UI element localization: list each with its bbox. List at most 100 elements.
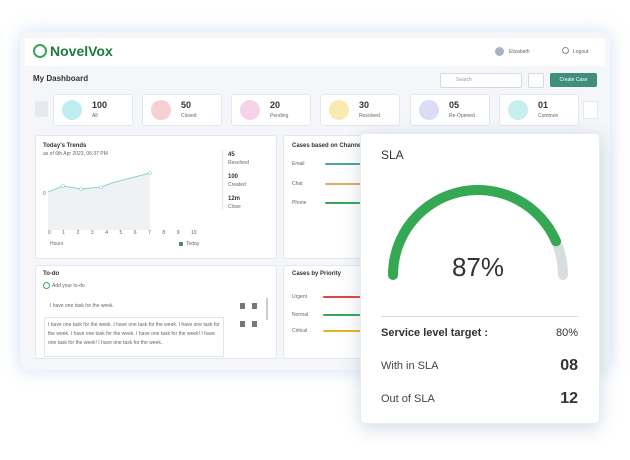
summary-value: 45 [228, 152, 235, 158]
summary-value: 100 [228, 174, 239, 180]
stat-label: Re-Opened [449, 113, 475, 119]
stat-label: Resolved [359, 113, 380, 119]
edit-icon[interactable] [252, 303, 257, 309]
stat-icon [419, 100, 439, 120]
create-button-label: Create Case [559, 77, 588, 83]
prev-button[interactable] [35, 101, 48, 117]
stat-icon [508, 100, 528, 120]
legend-label: Today [186, 241, 200, 247]
x-tick-label: 3 [90, 230, 94, 236]
x-tick-label: 10 [191, 230, 197, 236]
row-label: Phone [292, 200, 307, 206]
delete-icon[interactable] [240, 303, 245, 309]
x-tick-label: 9 [176, 230, 180, 236]
sla-row-label: Service level target : [381, 327, 489, 339]
card-subtitle: as of 6th Apr 2023, 06:37 PM [43, 151, 108, 157]
summary-value: 12m [228, 196, 241, 202]
row-label: Critical [292, 328, 308, 334]
x-tick-label: 5 [119, 230, 123, 236]
stat-icon [151, 100, 171, 120]
channel-bar [325, 163, 365, 165]
delete-icon[interactable] [240, 321, 245, 327]
todo-item: I have one task for the week. I have one… [44, 317, 224, 357]
stat-card[interactable]: 05 Re-Opened [410, 94, 490, 126]
next-button[interactable] [583, 101, 598, 119]
summary-label: Created [228, 182, 246, 188]
priority-bar [323, 330, 363, 332]
stat-label: All [92, 113, 98, 119]
stat-label: Common [538, 113, 559, 119]
create-button[interactable] [550, 73, 597, 87]
avatar [495, 47, 504, 56]
trend-point [61, 184, 65, 188]
gauge-label: 87% [451, 252, 505, 282]
filter-button[interactable] [528, 73, 544, 88]
card-title: Today's Trends [43, 143, 87, 149]
stat-value: 05 [449, 100, 460, 110]
sla-row-label: With in SLA [381, 360, 439, 372]
row-label: Normal [292, 312, 309, 318]
sla-row-value: 08 [560, 357, 578, 374]
x-tick-label: 1 [62, 230, 66, 236]
stat-card[interactable]: 50 Closed [142, 94, 222, 126]
add-todo[interactable]: Add your to-do [52, 283, 85, 289]
trend-point [99, 185, 103, 189]
priority-bar [323, 296, 363, 298]
legend-swatch [179, 242, 183, 246]
stat-card[interactable]: 20 Pending [231, 94, 311, 126]
logout-icon [562, 47, 569, 54]
sla-row-label: Out of SLA [381, 393, 435, 405]
search-placeholder: Search [456, 77, 472, 83]
stat-icon [62, 100, 82, 120]
stat-icon [240, 100, 260, 120]
x-axis-label: Hours [50, 241, 64, 247]
stat-value: 01 [538, 100, 549, 110]
search-box[interactable] [440, 73, 522, 88]
stat-value: 30 [359, 100, 370, 110]
gauge-arc [388, 185, 562, 280]
scrollbar [266, 298, 268, 320]
divider [222, 150, 223, 210]
x-tick-label: 2 [76, 230, 80, 236]
trend-point [148, 171, 152, 175]
stat-label: Closed [181, 113, 197, 119]
stat-card[interactable]: 30 Resolved [320, 94, 400, 126]
stat-icon [329, 100, 349, 120]
stat-card[interactable]: 01 Common [499, 94, 579, 126]
page-title: My Dashboard [33, 74, 89, 83]
user-name[interactable]: Elizabeth [509, 49, 530, 55]
summary-label: Close [228, 204, 241, 210]
card-title: To-do [43, 271, 60, 277]
row-label: Email [292, 161, 305, 167]
stat-label: Pending [270, 113, 289, 119]
x-tick-label: 0 [48, 230, 51, 236]
gauge [388, 185, 568, 280]
card-title: Cases by Priority [292, 271, 342, 277]
header-bar [25, 38, 605, 66]
separator [381, 316, 578, 317]
x-tick-label: 8 [162, 230, 166, 236]
stat-card[interactable]: 100 All [53, 94, 133, 126]
stat-value: 100 [92, 100, 108, 110]
stat-value: 50 [181, 100, 192, 110]
logo-icon [33, 44, 47, 58]
card-title: Cases based on Channels [292, 143, 367, 149]
todo-card [35, 265, 277, 359]
sla-row-value: 80% [555, 327, 578, 339]
channel-bar [325, 202, 365, 204]
todo-item: I have one task for the week. [50, 303, 114, 309]
x-tick-label: 4 [105, 230, 108, 236]
channel-bar [325, 183, 365, 185]
logout[interactable]: Logout [573, 49, 589, 55]
trend-point [79, 187, 83, 191]
sla-title: SLA [381, 148, 404, 162]
summary-label: Resolved [228, 160, 249, 166]
edit-icon[interactable] [252, 321, 257, 327]
priority-bar [323, 314, 363, 316]
add-icon[interactable] [43, 282, 50, 289]
sla-row-value: 12 [560, 390, 578, 407]
stat-value: 20 [270, 100, 281, 110]
x-tick-label: 6 [133, 230, 137, 236]
row-label: Chat [292, 181, 303, 187]
